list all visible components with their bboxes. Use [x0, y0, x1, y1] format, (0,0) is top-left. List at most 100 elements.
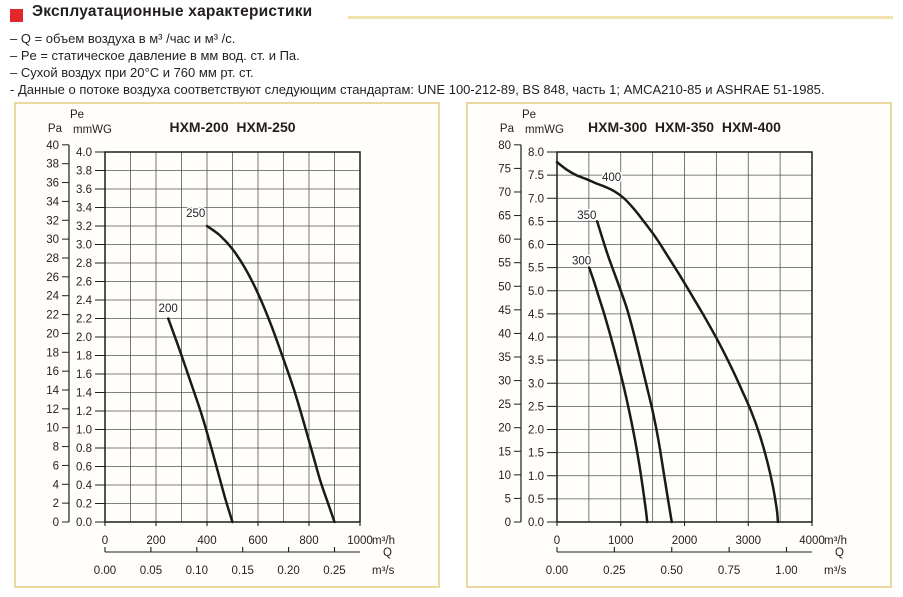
q-axis-caption: Q — [383, 547, 392, 559]
m3h-tick-label: 4000 — [799, 535, 825, 547]
mmwg-tick-label: 3.8 — [76, 166, 92, 178]
curve-label-300: 300 — [572, 255, 591, 267]
pa-tick-label: 22 — [46, 310, 59, 322]
pa-tick-label: 75 — [498, 163, 511, 175]
mmwg-tick-label: 7.0 — [528, 193, 544, 205]
pa-tick-label: 30 — [498, 376, 511, 388]
pa-tick-label: 0 — [505, 517, 511, 529]
mmwg-tick-label: 2.2 — [76, 314, 92, 326]
pa-tick-label: 20 — [498, 423, 511, 435]
q-axis-caption: Q — [835, 547, 844, 559]
mmwg-tick-label: 1.8 — [76, 351, 92, 363]
m3h-axis: 0 200 400 600 800 1000 m³/h — [102, 522, 395, 547]
pa-tick-label: 5 — [505, 493, 511, 505]
mmwg-tick-label: 2.8 — [76, 258, 92, 270]
m3h-tick-label: 0 — [102, 535, 108, 547]
pa-tick-label: 10 — [46, 423, 59, 435]
mmwg-tick-label: 1.6 — [76, 369, 92, 381]
m3s-tick-label: 1.00 — [775, 565, 797, 577]
mmwg-tick-label: 1.0 — [76, 425, 92, 437]
pa-tick-label: 25 — [498, 399, 511, 411]
mmwg-axis-caption: mmWG — [525, 124, 564, 136]
chart-title: HXM-300 HXM-350 HXM-400 — [588, 119, 781, 135]
m3h-tick-label: 200 — [146, 535, 165, 547]
m3h-tick-label: 1000 — [347, 535, 373, 547]
mmwg-tick-label: 3.0 — [76, 240, 92, 252]
pa-tick-label: 16 — [46, 366, 59, 378]
m3s-axis: 0.00 0.25 0.50 0.75 1.00 Qm³/s — [546, 547, 847, 577]
note-line-air: – Сухой воздух при 20°C и 760 мм рт. ст. — [10, 65, 254, 80]
m3s-unit-label: m³/s — [372, 565, 395, 577]
page-title: Эксплуатационные характеристики — [32, 3, 313, 20]
mmwg-tick-label: 6.0 — [528, 240, 544, 252]
curve-200 — [166, 317, 234, 524]
m3h-axis: 0 1000 2000 3000 4000 m³/h — [554, 522, 847, 547]
mmwg-tick-label: 0.4 — [76, 480, 93, 492]
mmwg-tick-label: 3.0 — [528, 378, 544, 390]
mmwg-tick-label: 0.6 — [76, 462, 92, 474]
mmwg-tick-label: 5.0 — [528, 286, 544, 298]
m3h-unit-label: m³/h — [372, 535, 395, 547]
pa-tick-label: 15 — [498, 446, 511, 458]
mmwg-tick-label: 0.0 — [528, 517, 544, 529]
mmwg-tick-label: 4.0 — [528, 332, 544, 344]
m3h-unit-label: m³/h — [824, 535, 847, 547]
pa-tick-label: 0 — [53, 517, 59, 529]
m3s-tick-label: 0.75 — [718, 565, 740, 577]
mmwg-tick-label: 1.5 — [528, 448, 544, 460]
mmwg-tick-label: 2.4 — [76, 295, 93, 307]
title-rule — [348, 16, 893, 19]
chart-panel-hxm-300-350-400: 80 75 70 65 60 55 50 45 40 35 30 25 20 15 10 5 0 8.0 7.5 7.… — [466, 102, 892, 588]
pa-tick-label: 30 — [46, 234, 59, 246]
curve-300 — [587, 266, 649, 524]
curve-250 — [205, 224, 336, 524]
pa-tick-label: 8 — [53, 442, 59, 454]
m3s-tick-label: 0.05 — [140, 565, 162, 577]
mmwg-tick-label: 7.5 — [528, 170, 544, 182]
mmwg-tick-label: 2.6 — [76, 277, 92, 289]
pa-tick-label: 20 — [46, 328, 59, 340]
note-line-pe: – Pe = статическое давление в мм вод. ст… — [10, 48, 300, 63]
m3h-tick-label: 2000 — [672, 535, 698, 547]
mmwg-tick-label: 1.2 — [76, 406, 92, 418]
pa-tick-label: 6 — [53, 460, 59, 472]
pa-tick-label: 45 — [498, 305, 511, 317]
pa-axis-caption: Pa — [500, 123, 515, 135]
mmwg-tick-label: 0.2 — [76, 499, 92, 511]
m3s-tick-label: 0.20 — [277, 565, 299, 577]
pa-tick-label: 70 — [498, 187, 511, 199]
m3s-tick-label: 0.50 — [661, 565, 683, 577]
mmwg-tick-label: 2.0 — [528, 425, 544, 437]
pa-tick-label: 2 — [53, 498, 59, 510]
pe-axis-caption: Pe — [70, 109, 84, 121]
m3s-axis: 0.00 0.05 0.10 0.15 0.20 0.25 Qm³/s — [94, 547, 395, 577]
m3s-tick-label: 0.10 — [186, 565, 208, 577]
mmwg-tick-label: 4.5 — [528, 309, 544, 321]
mmwg-tick-label: 8.0 — [528, 147, 544, 159]
mmwg-tick-label: 2.5 — [528, 401, 544, 413]
mmwg-tick-label: 3.6 — [76, 184, 92, 196]
red-square-bullet-icon — [10, 9, 23, 22]
chart-svg: 807570656055504540353025201510508.07.57.… — [498, 109, 847, 577]
curve-label-200: 200 — [159, 303, 178, 315]
pa-tick-label: 4 — [53, 479, 60, 491]
pa-tick-label: 26 — [46, 272, 59, 284]
mmwg-tick-label: 3.2 — [76, 221, 92, 233]
pa-tick-label: 60 — [498, 234, 511, 246]
curve-350 — [595, 220, 673, 524]
mmwg-axis-caption: mmWG — [73, 124, 112, 136]
curve-400 — [555, 160, 780, 524]
m3s-tick-label: 0.25 — [603, 565, 625, 577]
pa-tick-label: 32 — [46, 215, 59, 227]
mmwg-tick-label: 6.5 — [528, 216, 544, 228]
curve-label-400: 400 — [602, 172, 621, 184]
pa-tick-label: 50 — [498, 281, 511, 293]
pa-tick-label: 65 — [498, 211, 511, 223]
mmwg-tick-label: 5.5 — [528, 263, 544, 275]
note-line-standards: - Данные о потоке воздуха соответствуют … — [10, 82, 825, 97]
note-line-q: – Q = объем воздуха в м³ /час и м³ /с. — [10, 31, 236, 46]
mmwg-tick-label: 0.5 — [528, 494, 544, 506]
m3h-tick-label: 400 — [197, 535, 216, 547]
